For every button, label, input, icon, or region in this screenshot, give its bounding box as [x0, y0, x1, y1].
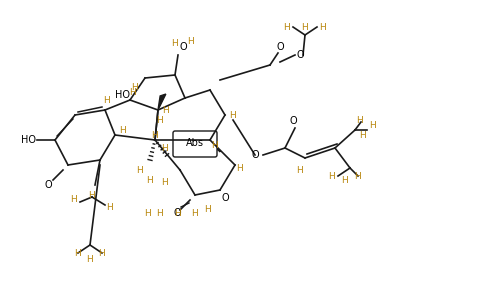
Polygon shape — [210, 140, 220, 152]
Text: H: H — [98, 248, 105, 258]
Text: H: H — [132, 83, 138, 91]
Text: H: H — [296, 165, 303, 175]
Text: H: H — [107, 204, 113, 212]
Polygon shape — [157, 94, 166, 110]
Text: H: H — [144, 209, 151, 217]
Text: H: H — [151, 130, 158, 140]
Text: H: H — [354, 171, 360, 181]
Text: H: H — [120, 125, 126, 135]
Text: H: H — [283, 22, 290, 32]
Text: O: O — [288, 116, 296, 126]
Text: H: H — [341, 176, 348, 184]
Text: H: H — [301, 22, 308, 32]
Text: O: O — [296, 50, 303, 60]
Text: H: H — [86, 255, 93, 265]
Text: O: O — [173, 208, 180, 218]
Text: HO: HO — [22, 135, 36, 145]
Text: H: H — [88, 191, 95, 199]
Text: HO: HO — [115, 90, 130, 100]
Text: H: H — [136, 165, 143, 175]
Text: H: H — [146, 176, 153, 184]
Text: H: H — [319, 22, 326, 32]
Text: H: H — [161, 178, 168, 186]
Text: H: H — [356, 116, 362, 124]
Text: H: H — [71, 196, 77, 204]
Text: H: H — [369, 120, 375, 130]
Text: Abs: Abs — [186, 138, 204, 148]
Text: O: O — [44, 180, 52, 190]
Text: H: H — [236, 163, 243, 173]
Text: H: H — [174, 209, 181, 217]
Text: H: H — [187, 37, 194, 45]
Text: O: O — [276, 42, 283, 52]
Text: O: O — [179, 42, 186, 52]
Text: H: H — [156, 209, 163, 217]
Text: H: H — [204, 206, 211, 214]
Text: H: H — [328, 171, 335, 181]
Text: H: H — [211, 140, 218, 150]
Text: O: O — [251, 150, 258, 160]
Text: H: H — [129, 88, 136, 96]
Text: H: H — [229, 111, 236, 119]
FancyBboxPatch shape — [173, 131, 216, 157]
Text: H: H — [103, 96, 110, 104]
Text: H: H — [359, 130, 366, 140]
Text: H: H — [156, 116, 163, 124]
Text: H: H — [162, 106, 169, 114]
Text: H: H — [171, 39, 178, 47]
Text: H: H — [191, 209, 198, 217]
Text: H: H — [74, 248, 81, 258]
Text: H: H — [161, 143, 168, 153]
Text: O: O — [221, 193, 228, 203]
